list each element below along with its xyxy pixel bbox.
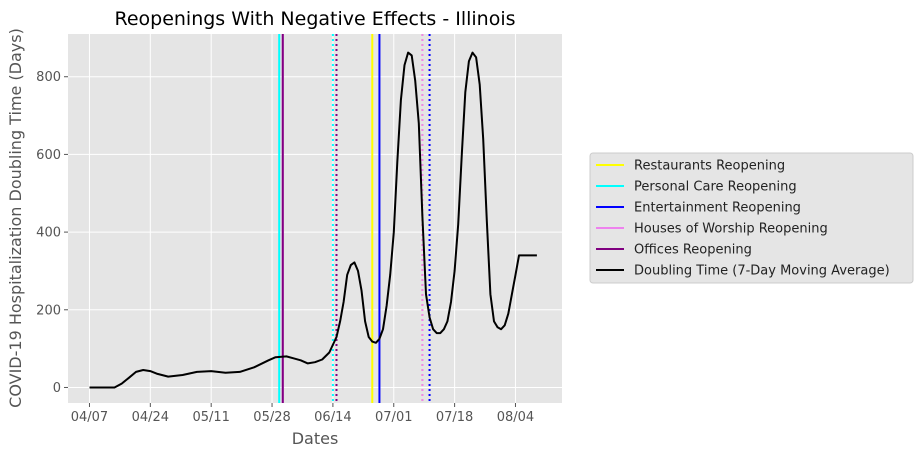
y-axis: 0 200 400 600 800 [36, 70, 68, 396]
legend-entry: Restaurants Reopening [634, 159, 785, 174]
x-tick-label: 06/14 [314, 410, 351, 425]
legend-entry: Personal Care Reopening [634, 180, 797, 195]
legend-entry: Doubling Time (7-Day Moving Average) [634, 264, 890, 279]
legend-entry: Offices Reopening [634, 243, 752, 258]
x-axis: 04/07 04/24 05/11 05/28 06/14 07/01 07/18 08/04 [71, 403, 534, 425]
y-tick-label: 400 [36, 226, 61, 241]
y-tick-label: 600 [36, 148, 61, 163]
series-layer [89, 51, 537, 389]
x-axis-label: Dates [292, 429, 339, 448]
legend-box [589, 152, 914, 284]
chart-title: Reopenings With Negative Effects - Illin… [114, 8, 515, 30]
legend-entry: Entertainment Reopening [634, 201, 801, 216]
plot-area [68, 34, 562, 403]
y-tick-label: 200 [36, 303, 61, 318]
x-tick-label: 05/28 [253, 410, 290, 425]
x-tick-label: 05/11 [192, 410, 229, 425]
y-tick-label: 800 [36, 70, 61, 85]
x-tick-label: 08/04 [497, 410, 534, 425]
x-tick-label: 07/18 [436, 410, 473, 425]
x-tick-label: 04/07 [71, 410, 108, 425]
y-axis-label: COVID-19 Hospitalization Doubling Time (… [6, 28, 25, 408]
legend-entry: Houses of Worship Reopening [634, 222, 828, 237]
x-tick-label: 07/01 [375, 410, 412, 425]
y-tick-label: 0 [53, 381, 61, 396]
x-tick-label: 04/24 [132, 410, 169, 425]
doubling-time-line [89, 51, 537, 389]
legend: Restaurants Reopening Personal Care Reope… [589, 152, 914, 284]
